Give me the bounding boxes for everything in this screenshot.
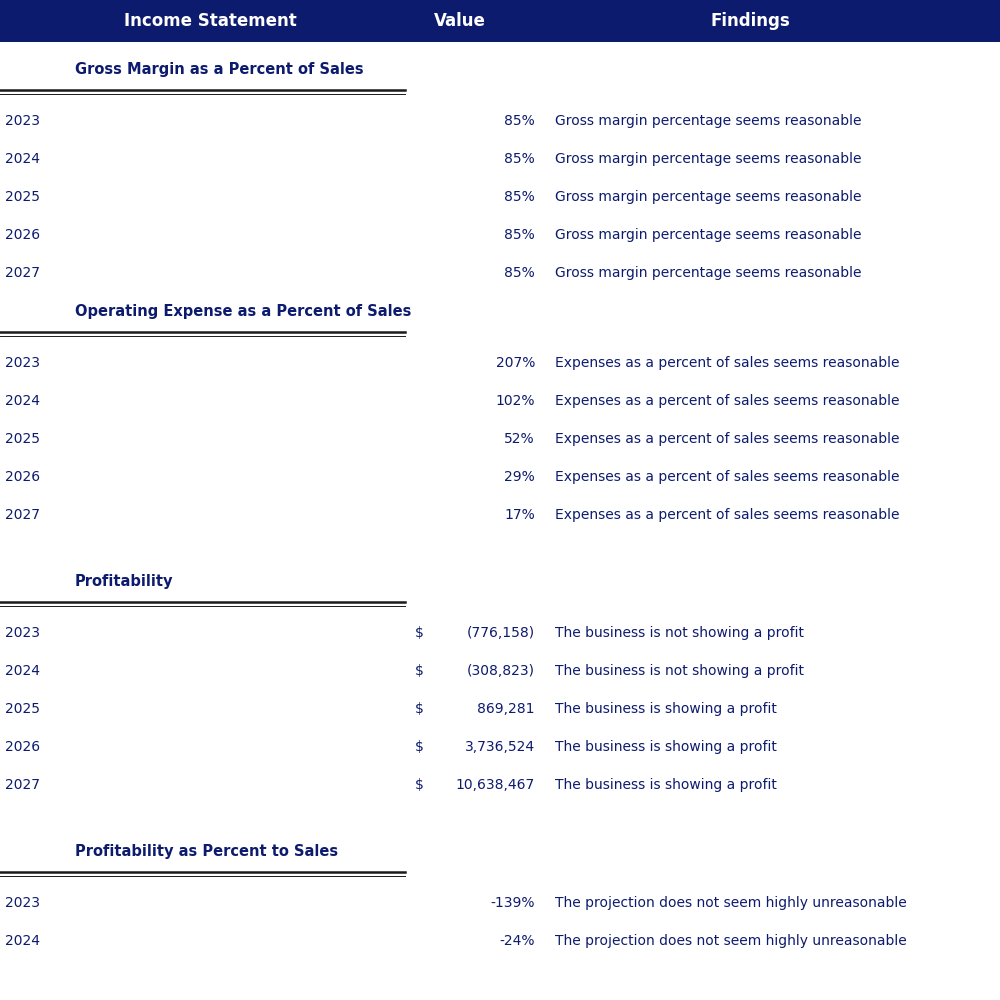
Text: Expenses as a percent of sales seems reasonable: Expenses as a percent of sales seems rea… (555, 470, 900, 484)
Text: Profitability: Profitability (75, 574, 174, 589)
Text: 2023: 2023 (5, 114, 40, 128)
Text: Profitability as Percent to Sales: Profitability as Percent to Sales (75, 844, 338, 859)
Text: 2024: 2024 (5, 664, 40, 678)
Text: 3,736,524: 3,736,524 (465, 740, 535, 754)
Text: Expenses as a percent of sales seems reasonable: Expenses as a percent of sales seems rea… (555, 508, 900, 522)
Text: The business is not showing a profit: The business is not showing a profit (555, 664, 804, 678)
Text: 2023: 2023 (5, 626, 40, 640)
Text: 85%: 85% (504, 152, 535, 166)
Text: $: $ (415, 740, 424, 754)
Text: -24%: -24% (500, 934, 535, 948)
Text: 52%: 52% (504, 432, 535, 446)
Text: (776,158): (776,158) (467, 626, 535, 640)
Text: 2027: 2027 (5, 778, 40, 792)
Text: Gross margin percentage seems reasonable: Gross margin percentage seems reasonable (555, 266, 862, 280)
Text: The projection does not seem highly unreasonable: The projection does not seem highly unre… (555, 896, 907, 910)
Text: $: $ (415, 778, 424, 792)
Text: The business is showing a profit: The business is showing a profit (555, 778, 777, 792)
Text: 2026: 2026 (5, 740, 40, 754)
Text: The business is not showing a profit: The business is not showing a profit (555, 626, 804, 640)
Text: Findings: Findings (710, 12, 790, 30)
Text: 2025: 2025 (5, 432, 40, 446)
Text: 2027: 2027 (5, 508, 40, 522)
Text: -139%: -139% (490, 896, 535, 910)
Text: 869,281: 869,281 (478, 702, 535, 716)
Text: $: $ (415, 626, 424, 640)
Text: 2023: 2023 (5, 896, 40, 910)
Text: 10,638,467: 10,638,467 (456, 778, 535, 792)
Text: The projection does not seem highly unreasonable: The projection does not seem highly unre… (555, 934, 907, 948)
Text: Gross Margin as a Percent of Sales: Gross Margin as a Percent of Sales (75, 62, 364, 77)
Bar (0, 0, 1000, 42)
Text: 85%: 85% (504, 114, 535, 128)
Text: Expenses as a percent of sales seems reasonable: Expenses as a percent of sales seems rea… (555, 432, 900, 446)
Text: 2027: 2027 (5, 266, 40, 280)
Text: 29%: 29% (504, 470, 535, 484)
Text: Income Statement: Income Statement (124, 12, 296, 30)
Text: $: $ (415, 702, 424, 716)
Text: 102%: 102% (496, 394, 535, 408)
Text: 2024: 2024 (5, 934, 40, 948)
Text: Operating Expense as a Percent of Sales: Operating Expense as a Percent of Sales (75, 304, 411, 319)
Text: 207%: 207% (496, 356, 535, 370)
Text: 85%: 85% (504, 228, 535, 242)
Text: 2023: 2023 (5, 356, 40, 370)
Text: Gross margin percentage seems reasonable: Gross margin percentage seems reasonable (555, 114, 862, 128)
Text: Expenses as a percent of sales seems reasonable: Expenses as a percent of sales seems rea… (555, 356, 900, 370)
Text: The business is showing a profit: The business is showing a profit (555, 702, 777, 716)
Text: Gross margin percentage seems reasonable: Gross margin percentage seems reasonable (555, 190, 862, 204)
Text: 2026: 2026 (5, 228, 40, 242)
Text: Gross margin percentage seems reasonable: Gross margin percentage seems reasonable (555, 152, 862, 166)
Text: The business is showing a profit: The business is showing a profit (555, 740, 777, 754)
Text: 17%: 17% (504, 508, 535, 522)
Text: Gross margin percentage seems reasonable: Gross margin percentage seems reasonable (555, 228, 862, 242)
Text: 2024: 2024 (5, 394, 40, 408)
Text: (308,823): (308,823) (467, 664, 535, 678)
Text: 85%: 85% (504, 266, 535, 280)
Text: 2025: 2025 (5, 190, 40, 204)
Text: 2026: 2026 (5, 470, 40, 484)
Text: 85%: 85% (504, 190, 535, 204)
Text: Value: Value (434, 12, 486, 30)
Text: $: $ (415, 664, 424, 678)
Text: 2024: 2024 (5, 152, 40, 166)
Text: 2025: 2025 (5, 702, 40, 716)
Text: Expenses as a percent of sales seems reasonable: Expenses as a percent of sales seems rea… (555, 394, 900, 408)
